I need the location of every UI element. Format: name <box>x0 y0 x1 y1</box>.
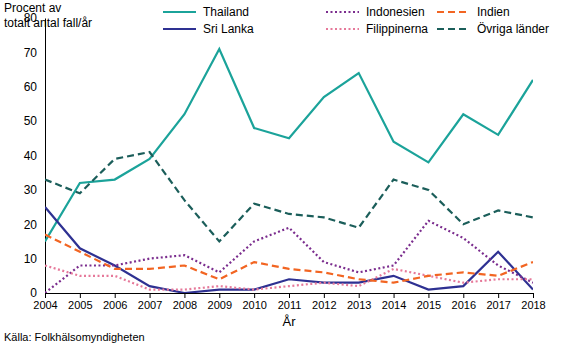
y-tick-label: 30 <box>24 183 38 197</box>
x-tick-mark <box>498 293 499 298</box>
series-line <box>45 49 533 242</box>
legend-item: Övriga länder <box>437 22 549 36</box>
x-tick-label: 2010 <box>242 299 266 311</box>
x-tick-mark <box>428 293 429 298</box>
x-tick-label: 2009 <box>208 299 232 311</box>
x-tick: 2012 <box>312 293 336 311</box>
x-tick-mark <box>254 293 255 298</box>
x-tick: 2005 <box>68 293 92 311</box>
x-tick-mark <box>359 293 360 298</box>
y-axis-title: Procent av <box>4 1 61 15</box>
x-tick: 2015 <box>417 293 441 311</box>
x-axis-line <box>46 294 534 299</box>
legend-swatch <box>437 28 470 30</box>
x-tick: 2013 <box>347 293 371 311</box>
x-tick: 2006 <box>103 293 127 311</box>
x-tick-mark <box>533 293 534 298</box>
legend-item: Sri Lanka <box>163 22 254 36</box>
x-tick: 2010 <box>242 293 266 311</box>
x-tick-label: 2017 <box>486 299 510 311</box>
x-tick-mark <box>150 293 151 298</box>
x-tick-mark <box>115 293 116 298</box>
legend-item: Indien <box>437 5 510 19</box>
y-tick-label: 40 <box>24 149 38 163</box>
y-tick-label: 70 <box>24 46 38 60</box>
legend-label: Övriga länder <box>477 22 549 36</box>
chart: 0102030405060708020042005200620072008200… <box>0 0 567 347</box>
x-tick-mark <box>394 293 395 298</box>
x-tick: 2016 <box>452 293 476 311</box>
x-tick: 2007 <box>138 293 162 311</box>
x-tick-label: 2014 <box>382 299 406 311</box>
x-tick: 2011 <box>278 293 302 311</box>
x-tick: 2014 <box>382 293 406 311</box>
x-tick-mark <box>463 293 464 298</box>
x-tick-label: 2016 <box>452 299 476 311</box>
x-tick-label: 2007 <box>138 299 162 311</box>
legend-label: Thailand <box>203 5 249 19</box>
x-tick-label: 2006 <box>103 299 127 311</box>
y-tick: 40 <box>24 149 45 163</box>
source: Källa: Folkhälsomyndigheten <box>4 331 145 343</box>
x-tick-mark <box>219 293 220 298</box>
x-axis: 2004 2005 2006 2007 2008 2009 2010 2011 2012 2013… <box>33 293 545 311</box>
legend: Thailand Sri Lanka Indonesien Filippinerna I… <box>163 5 549 36</box>
y-axis-line <box>45 19 46 294</box>
legend-swatch <box>326 28 359 30</box>
legend-swatch <box>163 11 196 13</box>
legend-swatch <box>437 11 470 13</box>
x-axis-title: År <box>283 314 297 329</box>
x-tick-label: 2005 <box>68 299 92 311</box>
y-tick-label: 60 <box>24 80 38 94</box>
series-line <box>45 221 533 293</box>
x-tick-mark <box>45 293 46 298</box>
series-line <box>45 152 533 241</box>
legend-label: Indonesien <box>366 5 425 19</box>
plot: 0102030405060708020042005200620072008200… <box>24 11 546 310</box>
y-tick-label: 50 <box>24 114 38 128</box>
lines <box>45 49 533 293</box>
x-tick-mark <box>80 293 81 298</box>
y-tick-label: 10 <box>24 252 38 266</box>
x-tick: 2008 <box>173 293 197 311</box>
series-line <box>45 235 533 283</box>
x-tick-mark <box>324 293 325 298</box>
y-tick: 70 <box>24 46 45 60</box>
x-tick: 2018 <box>521 293 545 311</box>
x-tick-label: 2004 <box>33 299 57 311</box>
y-tick: 60 <box>24 80 45 94</box>
x-tick: 2004 <box>33 293 57 311</box>
y-tick-label: 20 <box>24 218 38 232</box>
y-tick: 20 <box>24 218 45 232</box>
x-tick: 2017 <box>486 293 510 311</box>
x-tick-mark <box>289 293 290 298</box>
x-tick-label: 2008 <box>173 299 197 311</box>
legend-label: Filippinerna <box>366 22 428 36</box>
legend-item: Filippinerna <box>326 22 428 36</box>
legend-item: Indonesien <box>326 5 425 19</box>
x-tick-label: 2013 <box>347 299 371 311</box>
x-tick-label: 2011 <box>278 299 302 311</box>
y-tick: 50 <box>24 114 45 128</box>
y-axis: 01020304050607080 <box>24 11 46 300</box>
x-tick: 2009 <box>208 293 232 311</box>
y-tick: 30 <box>24 183 45 197</box>
x-tick-mark <box>184 293 185 298</box>
legend-swatch <box>163 28 196 30</box>
y-tick: 10 <box>24 252 45 266</box>
legend-item: Thailand <box>163 5 249 19</box>
y-axis-title: totalt antal fall/år <box>4 16 92 30</box>
legend-label: Sri Lanka <box>203 22 254 36</box>
legend-swatch <box>326 11 359 13</box>
x-tick-label: 2012 <box>312 299 336 311</box>
legend-label: Indien <box>477 5 510 19</box>
x-tick-label: 2015 <box>417 299 441 311</box>
x-tick-label: 2018 <box>521 299 545 311</box>
